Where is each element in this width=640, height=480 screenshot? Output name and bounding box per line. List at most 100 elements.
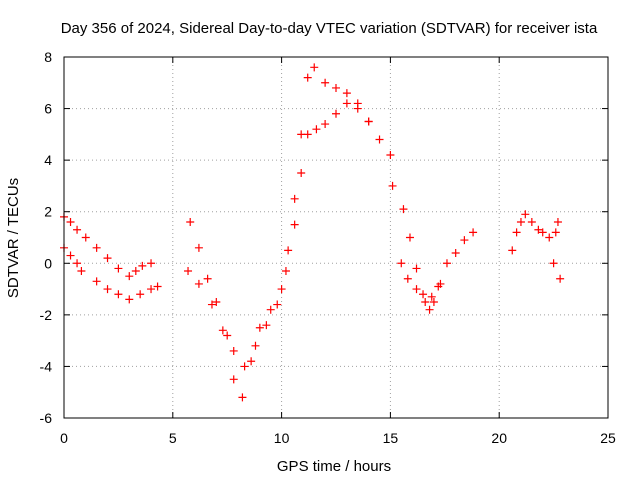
data-point [403, 274, 412, 283]
data-point [125, 272, 134, 281]
data-point [508, 246, 517, 255]
data-point [138, 261, 147, 270]
data-point [125, 295, 134, 304]
data-point [534, 225, 543, 234]
y-tick-label: 2 [44, 204, 52, 220]
data-point [421, 297, 430, 306]
data-point [412, 285, 421, 294]
data-point [194, 279, 203, 288]
data-point [114, 290, 123, 299]
data-point [310, 63, 319, 72]
data-point [103, 254, 112, 263]
series [549, 218, 565, 283]
data-point [131, 267, 140, 276]
data-point [460, 236, 469, 245]
data-point [405, 233, 414, 242]
data-point [429, 297, 438, 306]
data-point [434, 282, 443, 291]
series [508, 210, 554, 255]
data-point [284, 246, 293, 255]
data-point [184, 267, 193, 276]
data-point [73, 225, 82, 234]
series [184, 99, 373, 371]
data-point [425, 305, 434, 314]
data-point [229, 346, 238, 355]
data-point [342, 89, 351, 98]
data-point [556, 274, 565, 283]
data-point [66, 251, 75, 260]
data-point [419, 290, 428, 299]
data-point [442, 259, 451, 268]
tick-labels: 0 5 10 15 20 25 -6 -4 -2 0 2 4 6 8 [40, 49, 616, 446]
data-point [521, 210, 530, 219]
data-point [223, 331, 232, 340]
series [399, 205, 478, 314]
data-point [332, 83, 340, 92]
axis-ticks [63, 56, 609, 419]
data-point [238, 393, 247, 402]
data-point [92, 277, 101, 286]
data-point [551, 228, 560, 237]
data-point [147, 259, 156, 268]
series [60, 212, 156, 281]
data-point [297, 169, 306, 178]
data-point [342, 99, 351, 108]
data-point [186, 218, 195, 227]
data-point [251, 341, 260, 350]
y-tick-label: 8 [44, 49, 52, 65]
data-point [399, 205, 408, 214]
y-tick-label: 6 [44, 101, 52, 117]
series [186, 63, 397, 402]
data-point [332, 109, 340, 118]
data-point [92, 243, 101, 252]
y-tick-label: -6 [40, 410, 53, 426]
chart-title: Day 356 of 2024, Sidereal Day-to-day VTE… [61, 20, 598, 37]
x-tick-label: 10 [274, 430, 290, 446]
data-point [364, 117, 373, 126]
data-point [375, 135, 384, 144]
data-series [60, 63, 565, 402]
data-point [553, 218, 562, 227]
data-point [81, 233, 90, 242]
data-point [194, 243, 203, 252]
data-point [77, 267, 86, 276]
data-point [266, 305, 275, 314]
data-point [321, 78, 330, 87]
data-point [114, 264, 123, 273]
data-point [303, 130, 312, 139]
grid-lines [64, 57, 608, 418]
data-point [281, 267, 290, 276]
y-tick-label: -4 [40, 358, 53, 374]
data-point [469, 228, 478, 237]
series [60, 243, 162, 304]
data-point [218, 326, 227, 335]
data-point [312, 125, 321, 134]
data-point [386, 150, 395, 159]
x-tick-label: 5 [169, 430, 177, 446]
data-point [412, 264, 421, 273]
x-tick-label: 0 [60, 430, 68, 446]
data-point [512, 228, 521, 237]
data-point [66, 218, 75, 227]
data-point [353, 104, 362, 113]
y-axis-label: SDTVAR / TECUs [5, 178, 22, 298]
data-point [388, 181, 397, 190]
data-point [153, 282, 162, 291]
plot-frame [63, 56, 609, 419]
data-point [321, 120, 330, 129]
data-point [262, 321, 271, 330]
data-point [303, 73, 312, 82]
series [397, 259, 443, 306]
data-point [229, 375, 238, 384]
data-point [212, 297, 221, 306]
data-point [538, 228, 547, 237]
data-point [549, 259, 558, 268]
data-point [147, 285, 156, 294]
data-point [527, 218, 536, 227]
data-point [203, 274, 212, 283]
data-point [290, 220, 299, 229]
data-point [427, 292, 436, 301]
data-point [73, 259, 82, 268]
